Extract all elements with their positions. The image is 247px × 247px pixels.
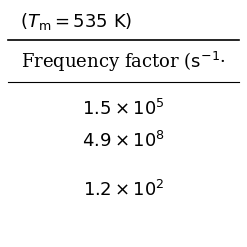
Text: $(T_{\mathrm{m}} = 535\ \mathrm{K})$: $(T_{\mathrm{m}} = 535\ \mathrm{K})$	[20, 11, 132, 32]
Text: Frequency factor ($\mathrm{s}^{-1}$·: Frequency factor ($\mathrm{s}^{-1}$·	[21, 50, 226, 74]
Text: $1.2 \times 10^{2}$: $1.2 \times 10^{2}$	[83, 180, 164, 200]
Text: $4.9 \times 10^{8}$: $4.9 \times 10^{8}$	[82, 131, 165, 151]
Text: $1.5 \times 10^{5}$: $1.5 \times 10^{5}$	[82, 99, 165, 119]
